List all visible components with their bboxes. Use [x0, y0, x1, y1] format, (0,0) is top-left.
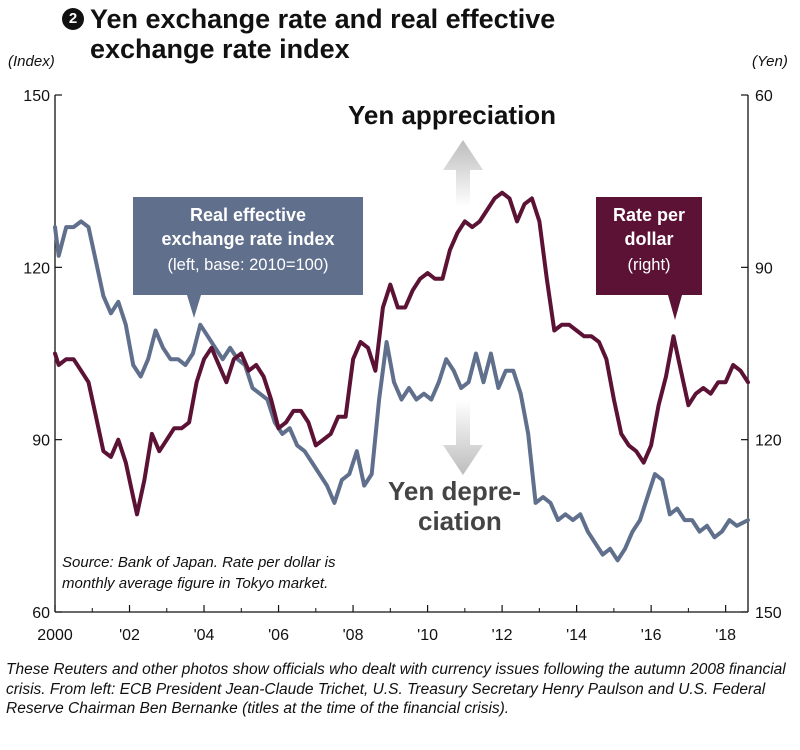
reer-callout-line2: exchange rate index: [161, 229, 334, 249]
left-tick-label: 150: [23, 88, 50, 105]
rate-series-line: [53, 190, 750, 517]
x-tick-label: '04: [194, 627, 215, 644]
depreciation-label-line1: Yen depre-: [388, 476, 521, 506]
source-note-line1: Source: Bank of Japan. Rate per dollar i…: [62, 554, 336, 571]
photo-caption: These Reuters and other photos show offi…: [6, 661, 786, 717]
reer-callout: Real effective exchange rate index (left…: [133, 197, 363, 318]
right-tick-label: 120: [755, 433, 782, 450]
x-tick-label: '08: [343, 627, 364, 644]
appreciation-label: Yen appreciation: [348, 100, 556, 130]
right-tick-label: 60: [755, 88, 773, 105]
depreciation-label-line2: ciation: [418, 506, 502, 536]
rate-callout-pointer: [668, 295, 682, 320]
x-tick-label: '16: [641, 627, 662, 644]
source-note-line2: monthly average figure in Tokyo market.: [62, 575, 328, 592]
x-tick-label: '02: [119, 627, 140, 644]
right-tick-label: 150: [755, 605, 782, 622]
rate-callout-line2: dollar: [624, 229, 673, 249]
depreciation-arrow-icon: [443, 400, 483, 475]
x-tick-label: '12: [492, 627, 513, 644]
page-title: Yen exchange rate and real effective exc…: [90, 4, 556, 64]
x-tick-label: '10: [417, 627, 438, 644]
chart-area: 150 120 90 60 60 90 120 150 2000 '02 '04 '06 '08 '10…: [23, 88, 782, 644]
right-tick-label: 90: [755, 260, 773, 277]
x-tick-label: '18: [715, 627, 736, 644]
left-tick-label: 120: [23, 260, 50, 277]
rate-callout-line3: (right): [627, 256, 670, 274]
x-tick-label: '14: [566, 627, 587, 644]
reer-callout-pointer: [187, 295, 201, 318]
left-tick-label: 60: [32, 605, 50, 622]
title-number-badge: 2: [62, 8, 84, 30]
reer-callout-line1: Real effective: [190, 205, 306, 225]
x-tick-label: '06: [268, 627, 289, 644]
rate-callout-line1: Rate per: [613, 205, 685, 225]
appreciation-arrow-icon: [443, 140, 483, 207]
rate-callout-box: [596, 197, 702, 295]
left-tick-label: 90: [32, 433, 50, 450]
left-axis-unit: (Index): [8, 53, 55, 70]
reer-callout-box: [133, 197, 363, 295]
x-tick-label: 2000: [37, 627, 73, 644]
reer-series-line: [53, 219, 750, 563]
rate-callout: Rate per dollar (right): [596, 197, 702, 320]
reer-callout-line3: (left, base: 2010=100): [168, 256, 329, 274]
right-axis-unit: (Yen): [752, 53, 788, 70]
